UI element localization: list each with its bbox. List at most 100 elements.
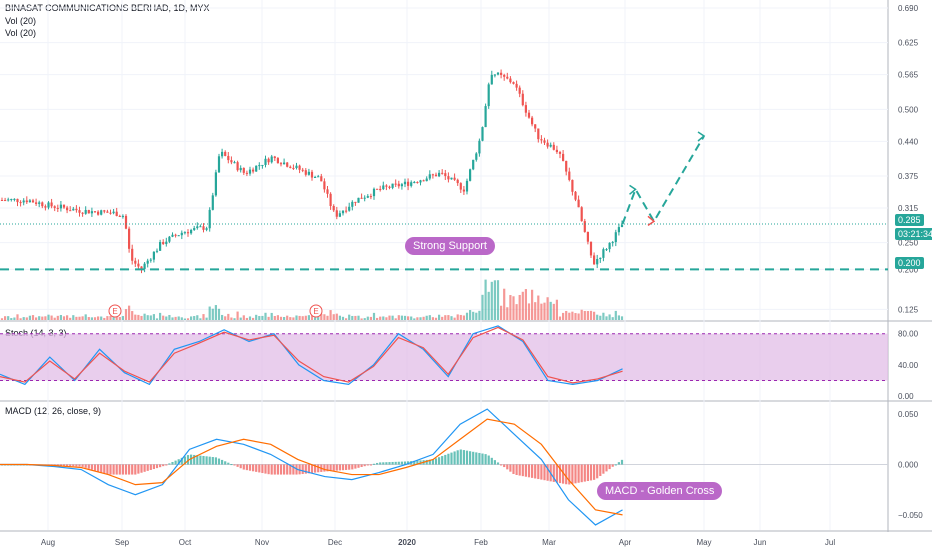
earnings-marker-label: E [112,307,117,316]
volume-bar [211,308,214,320]
stoch-tick-label: 80.00 [898,330,919,339]
macd-histogram-bar [348,464,351,470]
candle-body [35,202,38,204]
volume-bar [66,315,69,320]
volume-bar [611,317,614,320]
macd-histogram-bar [382,462,385,465]
earnings-marker-label: E [313,307,318,316]
candle-body [279,163,283,165]
volume-bar [7,316,10,320]
candle-body [391,183,394,188]
macd-histogram-bar [434,458,438,465]
volume-bar [90,317,93,320]
volume-bar [109,315,112,320]
volume-bar [407,316,410,320]
candle-body [106,211,109,213]
candle-body [602,249,605,258]
candle-body [509,78,512,83]
volume-bar [56,315,59,320]
candle-body [53,206,56,208]
candle-body [410,182,413,186]
macd-histogram-bar [193,454,196,465]
volume-bar [531,289,534,320]
volume-bar [78,316,81,320]
candle-body [273,156,276,159]
candle-body [84,209,87,214]
macd-histogram-bar [620,459,624,465]
candle-body [555,149,558,153]
candle-body [360,197,363,199]
volume-bar [118,317,121,320]
candle-body [177,235,180,237]
candle-body [614,232,617,243]
candle-body [465,180,469,192]
macd-histogram-bar [87,464,90,469]
candle-body [503,74,506,77]
volume-bar [580,309,583,320]
volume-bar [190,316,193,320]
candle-body [264,158,267,165]
volume-bar [87,317,90,320]
macd-histogram-bar [540,464,543,480]
time-tick-label: Oct [179,538,192,547]
volume-bar [515,304,518,320]
macd-histogram-bar [366,464,369,466]
macd-histogram-bar [295,464,298,475]
volume-bar [568,312,571,320]
macd-histogram-bar [183,456,186,465]
macd-histogram-bar [596,464,599,479]
macd-histogram-bar [177,459,180,465]
macd-histogram-bar [323,464,326,472]
strong-support-callout[interactable]: Strong Support [405,237,495,255]
macd-histogram-bar [134,464,137,475]
candle-body [428,174,431,179]
volume-bar [335,313,338,320]
macd-histogram-bar [149,464,152,470]
candle-body [199,226,202,228]
macd-histogram-bar [444,454,447,465]
volume-bar [314,317,317,320]
projection-arrow [647,215,656,226]
candle-body [605,249,608,251]
volume-bar [25,317,28,320]
macd-histogram-bar [233,464,236,466]
golden-cross-callout[interactable]: MACD - Golden Cross [597,482,723,500]
volume-bar [267,316,270,320]
candle-body [159,242,162,251]
candle-body [407,181,410,186]
volume-bar [391,315,394,320]
candle-body [574,191,577,200]
volume-bar [97,316,100,320]
macd-histogram-bar [162,464,165,467]
macd-histogram-bar [186,455,190,465]
volume-bar [382,316,385,320]
candle-body [140,266,143,269]
volume-bar [465,312,469,320]
macd-histogram-bar [289,464,292,475]
macd-histogram-bar [230,464,233,466]
macd-histogram-bar [314,464,317,473]
candle-body [552,144,555,150]
volume-bar [162,315,165,320]
candle-body [7,199,10,201]
time-tick-label: Jul [825,538,835,547]
candle-body [202,226,205,230]
candle-body [162,242,165,245]
volume-bar [366,316,369,320]
candle-body [236,162,239,171]
candle-body [221,151,224,157]
volume-bar [10,318,13,320]
macd-histogram-bar [586,464,589,482]
macd-tick-label: −0.050 [898,511,923,520]
candle-body [338,213,341,217]
macd-histogram-bar [66,464,69,466]
volume-bar [59,314,62,320]
candle-body [121,215,124,217]
volume-bar [239,317,242,320]
candle-body [546,142,549,147]
volume-bar [472,311,475,320]
time-tick-label: Apr [619,538,632,547]
candle-body [261,164,264,166]
earnings-marker [309,304,323,318]
